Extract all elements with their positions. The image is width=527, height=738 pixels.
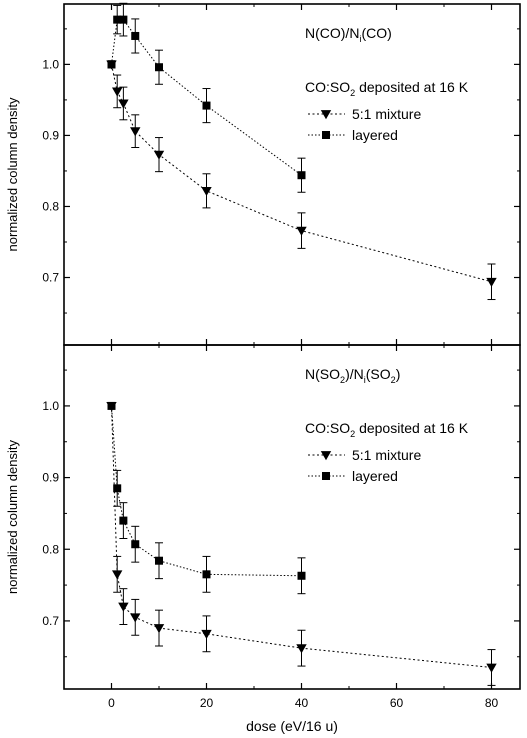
data-point-triangle: [153, 150, 165, 160]
legend-marker-square: [322, 131, 330, 139]
series-mixture: [106, 402, 497, 686]
data-point-triangle: [201, 629, 212, 640]
data-point-square: [155, 556, 163, 565]
data-point-triangle: [118, 602, 129, 612]
data-point-square: [297, 171, 306, 180]
series-line: [111, 405, 302, 577]
data-point-triangle: [201, 186, 212, 197]
y-tick-label: 1.0: [42, 399, 59, 413]
data-point-triangle: [296, 644, 307, 654]
data-point-square: [107, 401, 116, 410]
data-point-triangle: [486, 277, 497, 287]
series-layered: [107, 2, 306, 193]
x-tick-label: 80: [485, 696, 499, 710]
data-point-square: [202, 570, 211, 579]
data-point-triangle: [112, 87, 123, 97]
legend-label: layered: [352, 468, 398, 484]
legend-entry: 5:1 mixture: [308, 447, 421, 463]
plot-frame: [63, 3, 521, 346]
legend-entry: 5:1 mixture: [308, 106, 421, 122]
data-point-square: [113, 15, 122, 24]
legend-marker-square: [322, 472, 330, 480]
x-tick-label: 0: [108, 696, 115, 710]
data-point-triangle: [130, 127, 141, 137]
data-point-square: [119, 516, 128, 525]
y-tick-label: 0.7: [42, 614, 59, 628]
data-point-square: [119, 15, 128, 24]
panel-title: N(CO)/Ni(CO): [305, 25, 392, 44]
x-tick-label: 40: [295, 696, 309, 710]
legend-marker-triangle: [320, 110, 332, 120]
panel-so2: 0.7 0.8 0.9 1.0 normalized column density N(S…: [5, 344, 521, 690]
y-tick-label: 0.8: [42, 542, 59, 556]
y-tick-label: 0.8: [42, 199, 59, 213]
y-tick-label: 0.7: [42, 271, 59, 285]
data-point-square: [113, 484, 122, 493]
x-tick-label: 60: [390, 696, 404, 710]
series-line: [111, 405, 492, 668]
y-tick-label: 0.9: [42, 128, 59, 142]
legend-label: 5:1 mixture: [352, 106, 421, 122]
y-tick-label: 1.0: [42, 57, 59, 71]
data-point-square: [297, 571, 306, 580]
data-point-square: [107, 60, 116, 69]
y-tick-label: 0.9: [42, 471, 59, 485]
data-point-triangle: [112, 570, 123, 580]
data-point-square: [202, 101, 211, 110]
panel-title: N(SO2)/Ni(SO2): [305, 366, 400, 385]
data-point-triangle: [130, 613, 141, 623]
data-point-square: [131, 31, 140, 40]
series-layered: [107, 401, 306, 595]
data-point-triangle: [486, 663, 497, 673]
panel-annotation: CO:SO2 deposited at 16 K: [305, 79, 469, 98]
plot-frame: [63, 344, 521, 690]
panel-co: 0.7 0.8 0.9 1.0 normalized column density N(C…: [5, 2, 521, 346]
data-point-square: [155, 63, 163, 72]
data-point-triangle: [153, 624, 165, 634]
legend-label: 5:1 mixture: [352, 447, 421, 463]
x-axis-label: dose (eV/16 u): [246, 718, 338, 734]
panel-annotation: CO:SO2 deposited at 16 K: [305, 420, 469, 439]
legend-label: layered: [352, 127, 398, 143]
y-axis-label: normalized column density: [5, 97, 20, 251]
legend-entry: layered: [308, 468, 398, 484]
data-point-square: [131, 540, 140, 549]
data-point-triangle: [118, 99, 129, 109]
y-axis-label: normalized column density: [5, 440, 20, 594]
chart-layer: 0.7 0.8 0.9 1.0 normalized column density N(C…: [5, 2, 521, 734]
legend-entry: layered: [308, 127, 398, 143]
x-tick-label: 20: [200, 696, 214, 710]
data-point-triangle: [296, 226, 307, 236]
legend-marker-triangle: [320, 451, 332, 461]
